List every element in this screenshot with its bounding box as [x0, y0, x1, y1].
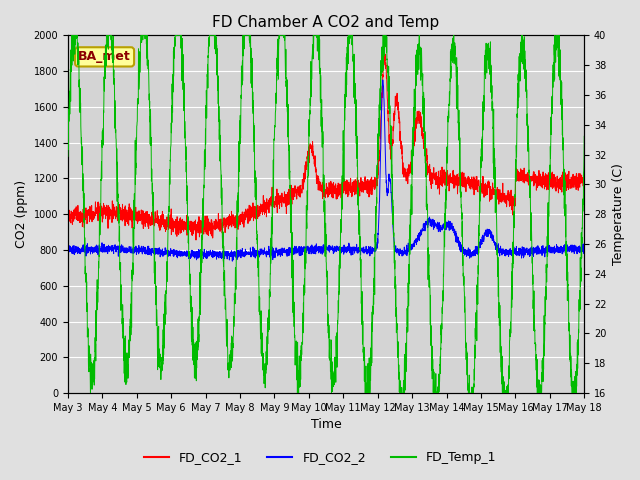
Y-axis label: Temperature (C): Temperature (C): [612, 163, 625, 265]
Legend: FD_CO2_1, FD_CO2_2, FD_Temp_1: FD_CO2_1, FD_CO2_2, FD_Temp_1: [139, 446, 501, 469]
Title: FD Chamber A CO2 and Temp: FD Chamber A CO2 and Temp: [212, 15, 440, 30]
X-axis label: Time: Time: [310, 419, 341, 432]
Y-axis label: CO2 (ppm): CO2 (ppm): [15, 180, 28, 248]
Text: BA_met: BA_met: [78, 50, 131, 63]
